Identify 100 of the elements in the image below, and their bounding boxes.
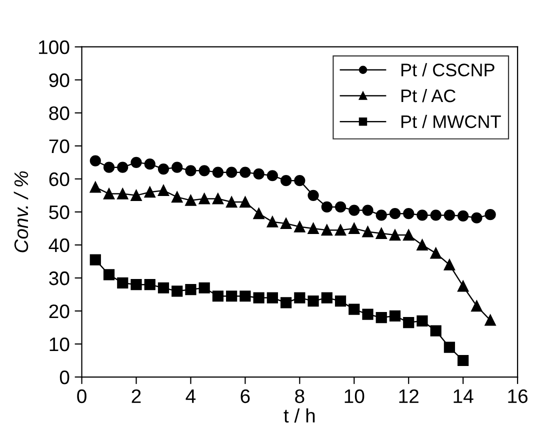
point: [416, 239, 428, 251]
point: [280, 297, 292, 308]
point: [484, 209, 496, 220]
point: [212, 166, 224, 178]
point: [212, 290, 224, 302]
y-tick-label: 60: [49, 172, 70, 186]
point: [362, 308, 374, 320]
point: [403, 229, 414, 241]
x-tick-label: 6: [240, 389, 250, 404]
point: [266, 170, 278, 182]
point: [444, 210, 456, 221]
point: [90, 182, 101, 193]
y-tick-label: 30: [49, 271, 70, 286]
y-tick-label: 0: [60, 370, 70, 384]
point: [416, 210, 428, 221]
point: [471, 300, 482, 312]
point: [117, 162, 128, 173]
point: [308, 296, 319, 307]
x-tick-label: 8: [295, 389, 304, 404]
point: [376, 228, 387, 239]
point: [117, 188, 128, 200]
point: [321, 292, 332, 304]
y-tick-label: 40: [48, 238, 70, 252]
y-tick-label: 20: [49, 304, 70, 318]
point: [158, 163, 170, 175]
point: [90, 254, 101, 266]
point: [334, 201, 346, 213]
point: [334, 296, 346, 307]
point: [117, 277, 128, 288]
y-tick-label: 50: [49, 205, 70, 220]
legend-label: Pt / MWCNT: [401, 114, 501, 128]
point: [294, 221, 306, 232]
point: [444, 259, 456, 270]
point: [130, 279, 142, 290]
y-tick-label: 90: [49, 73, 70, 88]
point: [266, 216, 278, 228]
point: [430, 325, 442, 336]
point: [185, 194, 196, 206]
point: [362, 226, 374, 238]
point: [144, 186, 156, 198]
point: [471, 212, 482, 224]
point: [172, 162, 183, 173]
point: [172, 192, 183, 203]
point: [240, 290, 251, 302]
point: [158, 184, 170, 196]
x-tick-label: 10: [344, 389, 364, 404]
point: [103, 162, 115, 173]
legend-label: Pt / CSCNP: [401, 63, 494, 76]
point: [376, 312, 387, 324]
point: [458, 354, 469, 366]
point: [226, 290, 238, 302]
point: [144, 279, 156, 290]
point: [376, 210, 387, 221]
point: [416, 315, 428, 326]
point: [403, 316, 414, 328]
point: [458, 210, 469, 222]
point: [185, 284, 196, 296]
point: [280, 218, 292, 230]
point: [280, 175, 292, 186]
point: [144, 158, 156, 170]
y-tick-label: 80: [49, 106, 70, 120]
x-tick-label: 2: [132, 389, 141, 403]
point: [321, 201, 332, 213]
point: [240, 196, 251, 208]
legend-label: Pt / AC: [401, 88, 456, 102]
point: [458, 280, 469, 292]
point: [308, 222, 319, 234]
point: [334, 224, 346, 236]
x-tick-label: 0: [77, 389, 86, 404]
point: [253, 292, 264, 304]
point: [389, 229, 401, 241]
x-axis-title: t / h: [284, 408, 315, 423]
point: [226, 166, 238, 178]
point: [212, 193, 224, 204]
point: [294, 292, 306, 304]
y-axis-title: Conv. / %: [14, 171, 28, 252]
y-tick-label: 10: [50, 337, 70, 352]
point: [158, 282, 170, 294]
point: [253, 208, 264, 220]
point: [321, 224, 332, 236]
point: [226, 196, 238, 208]
point: [103, 188, 115, 200]
point: [172, 286, 183, 297]
point: [484, 314, 496, 326]
point: [389, 310, 401, 322]
point: [403, 208, 414, 220]
point: [253, 168, 264, 180]
x-tick-label: 14: [454, 390, 474, 403]
x-tick-label: 12: [399, 389, 418, 403]
point: [430, 210, 442, 221]
point: [444, 342, 456, 353]
point: [198, 282, 210, 294]
x-tick-label: 4: [186, 390, 196, 403]
point: [294, 175, 306, 186]
point: [90, 155, 101, 166]
point: [130, 190, 142, 201]
point: [198, 165, 210, 176]
point: [308, 190, 319, 201]
point: [198, 193, 210, 204]
point: [348, 222, 360, 234]
